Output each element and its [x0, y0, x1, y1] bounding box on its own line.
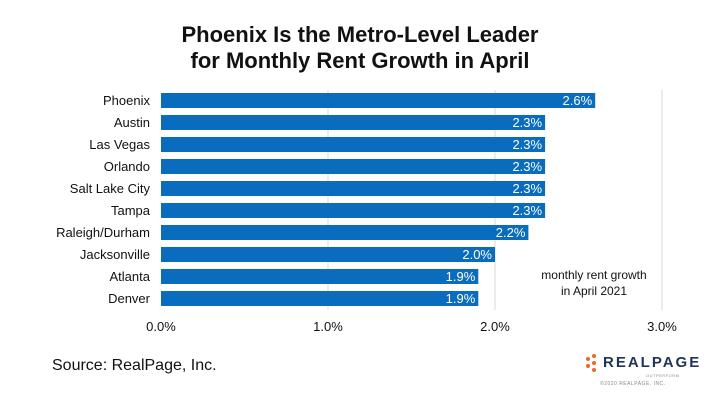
bar	[161, 137, 546, 152]
bars: 2.6% 2.3% 2.3% 2.3% 2.3% 2.3% 2.2% 2.0% 1.9% 1.9%	[161, 93, 596, 306]
bar-value-label: 2.3%	[512, 181, 542, 196]
category-label: Atlanta	[110, 269, 151, 284]
category-label: Tampa	[111, 203, 151, 218]
logo-tagline: OUTPERFORM	[646, 373, 680, 378]
category-label: Phoenix	[103, 93, 150, 108]
bar-value-label: 2.3%	[512, 159, 542, 174]
bar	[161, 159, 546, 174]
category-label: Raleigh/Durham	[56, 225, 150, 240]
logo-wordmark: REALPAGE	[603, 354, 702, 371]
bar-value-label: 2.3%	[512, 137, 542, 152]
bar-value-label: 2.2%	[496, 225, 526, 240]
bar-value-label: 1.9%	[446, 291, 476, 306]
x-tick-label: 2.0%	[480, 319, 510, 334]
annotation-line-1: monthly rent growth	[541, 268, 646, 282]
category-label: Salt Lake City	[70, 181, 151, 196]
bar	[161, 115, 546, 130]
bar	[161, 93, 596, 108]
chart-title-line-2: for Monthly Rent Growth in April	[190, 48, 530, 73]
x-tick-label: 0.0%	[146, 319, 176, 334]
bar	[161, 247, 495, 262]
realpage-logo: REALPAGE OUTPERFORM ©2020 REALPAGE, INC.	[586, 352, 699, 392]
x-tick-label: 3.0%	[647, 319, 677, 334]
bar-value-label: 2.3%	[512, 203, 542, 218]
category-label: Orlando	[104, 159, 150, 174]
chart-title-line-1: Phoenix Is the Metro-Level Leader	[181, 22, 539, 47]
bar	[161, 181, 546, 196]
bar	[161, 225, 529, 240]
category-label: Las Vegas	[89, 137, 150, 152]
x-axis-ticks: 0.0% 1.0% 2.0% 3.0%	[146, 319, 677, 334]
bar-value-label: 2.3%	[512, 115, 542, 130]
bar	[161, 203, 546, 218]
bar-value-label: 1.9%	[446, 269, 476, 284]
bar-value-label: 2.0%	[462, 247, 492, 262]
category-label: Jacksonville	[80, 247, 150, 262]
bar-value-label: 2.6%	[563, 93, 593, 108]
source-note: Source: RealPage, Inc.	[52, 357, 217, 374]
logo-dots-icon	[586, 354, 600, 376]
logo-copyright: ©2020 REALPAGE, INC.	[600, 381, 666, 387]
annotation-line-2: in April 2021	[561, 284, 627, 298]
bar	[161, 269, 479, 284]
bar	[161, 291, 479, 306]
category-label: Austin	[114, 115, 150, 130]
category-label: Denver	[108, 291, 151, 306]
x-tick-label: 1.0%	[313, 319, 343, 334]
category-labels: Phoenix Austin Las Vegas Orlando Salt Lake C…	[56, 93, 151, 306]
chart-title: Phoenix Is the Metro-Level Leader for Mo…	[0, 22, 720, 74]
